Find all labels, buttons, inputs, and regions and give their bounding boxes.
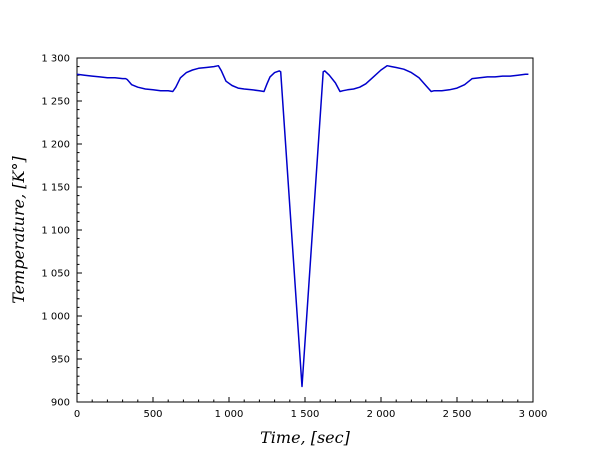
y-tick-label: 1 100 [41, 226, 70, 237]
series-line-0 [76, 64, 529, 388]
y-tick-label: 1 200 [41, 140, 70, 151]
x-tick-label: 2 000 [367, 409, 396, 420]
y-tick-label: 1 000 [41, 312, 70, 323]
x-axis: 0 500 1 000 1 500 2 000 2 500 3 000 [74, 397, 548, 420]
y-axis: 900 950 1 000 1 050 1 100 1 150 1 200 1 250 1 30… [41, 54, 82, 409]
y-tick-label: 1 050 [41, 269, 70, 280]
y-tick-label: 1 150 [41, 183, 70, 194]
series-layer [76, 64, 529, 388]
y-tick-label: 900 [51, 398, 70, 409]
y-tick-label: 1 300 [41, 54, 70, 65]
x-tick-label: 500 [143, 409, 162, 420]
x-tick-label: 0 [74, 409, 80, 420]
y-tick-label: 1 250 [41, 97, 70, 108]
x-tick-label: 2 500 [443, 409, 472, 420]
x-axis-label: Time, [sec] [260, 428, 350, 447]
x-tick-label: 3 000 [519, 409, 548, 420]
y-tick-label: 950 [51, 355, 70, 366]
x-tick-label: 1 500 [291, 409, 320, 420]
x-tick-label: 1 000 [215, 409, 244, 420]
y-axis-label: Temperature, [K°] [9, 156, 28, 304]
